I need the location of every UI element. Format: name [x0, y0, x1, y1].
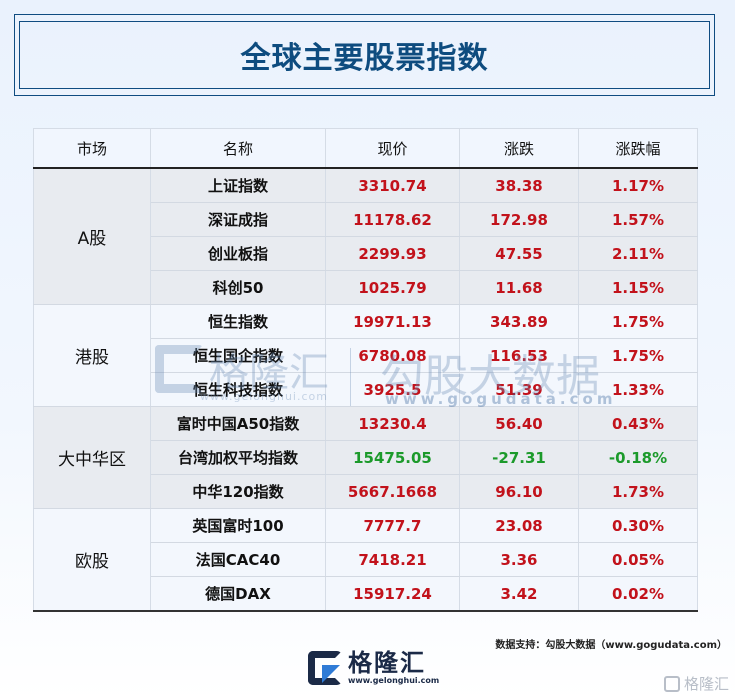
change-cell: 172.98 [459, 202, 579, 237]
table-header-row: 市场 名称 现价 涨跌 涨跌幅 [33, 128, 698, 169]
change-pct-cell: 1.15% [578, 270, 698, 305]
change-cell: 11.68 [459, 270, 579, 305]
change-pct-cell: 0.43% [578, 406, 698, 441]
header-name: 名称 [150, 128, 326, 169]
table-row: 台湾加权平均指数 15475.05 -27.31 -0.18% [34, 440, 698, 475]
table-row: 创业板指 2299.93 47.55 2.11% [34, 236, 698, 271]
change-pct-cell: 2.11% [578, 236, 698, 271]
header-market: 市场 [33, 128, 151, 169]
price-cell: 15917.24 [325, 576, 460, 612]
price-cell: 6780.08 [325, 338, 460, 373]
index-name: 创业板指 [150, 236, 326, 271]
change-pct-cell: 0.05% [578, 542, 698, 577]
table-row: 科创50 1025.79 11.68 1.15% [34, 270, 698, 305]
index-name: 恒生指数 [150, 304, 326, 339]
change-pct-cell: 0.30% [578, 508, 698, 543]
index-name: 恒生科技指数 [150, 372, 326, 407]
table-row: 港股 恒生指数 19971.13 343.89 1.75% [33, 304, 698, 407]
price-cell: 3310.74 [325, 168, 460, 203]
logo-url: www.gelonghui.com [348, 676, 440, 685]
index-table: 市场 名称 现价 涨跌 涨跌幅 A股 上证指数 3310.74 38.38 1.17% 深… [33, 128, 698, 612]
index-name: 上证指数 [150, 168, 326, 203]
logo-text: 格隆汇 www.gelonghui.com [348, 650, 439, 685]
change-cell: 23.08 [459, 508, 579, 543]
corner-watermark-text: 格隆汇 [683, 675, 729, 693]
table-row: 大中华区 富时中国A50指数 13230.4 56.40 0.43% [33, 406, 698, 509]
table-row: 欧股 英国富时100 7777.7 23.08 0.30% [33, 508, 698, 612]
table-row: 深证成指 11178.62 172.98 1.57% [34, 202, 698, 237]
table-row: 中华120指数 5667.1668 96.10 1.73% [34, 474, 698, 509]
price-cell: 5667.1668 [325, 474, 460, 509]
change-cell: 47.55 [459, 236, 579, 271]
corner-watermark: 格隆汇 [663, 673, 729, 694]
header-change: 涨跌 [459, 128, 579, 169]
change-pct-cell: 1.17% [578, 168, 698, 203]
index-name: 富时中国A50指数 [150, 406, 326, 441]
index-name: 法国CAC40 [150, 542, 326, 577]
change-pct-cell: -0.18% [578, 440, 698, 475]
market-cell: 港股 [33, 304, 151, 407]
change-cell: 51.39 [459, 372, 579, 407]
index-name: 中华120指数 [150, 474, 326, 509]
price-cell: 13230.4 [325, 406, 460, 441]
table-row: 恒生科技指数 3925.5 51.39 1.33% [34, 372, 698, 407]
data-source-note: 数据支持：勾股大数据（www.gogudata.com） [495, 640, 727, 651]
change-cell: 116.53 [459, 338, 579, 373]
price-cell: 2299.93 [325, 236, 460, 271]
market-cell: A股 [33, 168, 151, 305]
table-row: A股 上证指数 3310.74 38.38 1.17% [33, 168, 698, 305]
change-cell: 56.40 [459, 406, 579, 441]
gelonghui-g-logo-icon [308, 650, 342, 685]
corner-g-icon [663, 675, 680, 692]
title-frame: 全球主要股票指数 [14, 14, 715, 96]
index-name: 台湾加权平均指数 [150, 440, 326, 475]
change-pct-cell: 1.57% [578, 202, 698, 237]
footer-logo: 格隆汇 www.gelonghui.com [308, 650, 439, 685]
table-row: 德国DAX 15917.24 3.42 0.02% [34, 576, 698, 612]
change-cell: 38.38 [459, 168, 579, 203]
index-name: 恒生国企指数 [150, 338, 326, 373]
change-pct-cell: 0.02% [578, 576, 698, 612]
header-price: 现价 [325, 128, 460, 169]
change-pct-cell: 1.73% [578, 474, 698, 509]
title-inner-frame: 全球主要股票指数 [19, 21, 710, 89]
change-cell: 3.36 [459, 542, 579, 577]
table-body: A股 上证指数 3310.74 38.38 1.17% 深证成指 11178.62 172.9… [33, 168, 698, 612]
change-cell: 96.10 [459, 474, 579, 509]
table-row: 恒生国企指数 6780.08 116.53 1.75% [34, 338, 698, 373]
price-cell: 7777.7 [325, 508, 460, 543]
page-title: 全球主要股票指数 [240, 41, 489, 76]
price-cell: 3925.5 [325, 372, 460, 407]
price-cell: 15475.05 [325, 440, 460, 475]
price-cell: 11178.62 [325, 202, 460, 237]
index-name: 深证成指 [150, 202, 326, 237]
market-cell: 大中华区 [33, 406, 151, 509]
index-name: 英国富时100 [150, 508, 326, 543]
table-row: 法国CAC40 7418.21 3.36 0.05% [34, 542, 698, 577]
logo-name: 格隆汇 [348, 649, 426, 677]
change-cell: -27.31 [459, 440, 579, 475]
price-cell: 1025.79 [325, 270, 460, 305]
header-change-pct: 涨跌幅 [578, 128, 698, 169]
change-pct-cell: 1.75% [578, 338, 698, 373]
index-name: 科创50 [150, 270, 326, 305]
change-pct-cell: 1.33% [578, 372, 698, 407]
price-cell: 19971.13 [325, 304, 460, 339]
change-pct-cell: 1.75% [578, 304, 698, 339]
price-cell: 7418.21 [325, 542, 460, 577]
change-cell: 343.89 [459, 304, 579, 339]
index-name: 德国DAX [150, 576, 326, 612]
change-cell: 3.42 [459, 576, 579, 612]
market-cell: 欧股 [33, 508, 151, 612]
